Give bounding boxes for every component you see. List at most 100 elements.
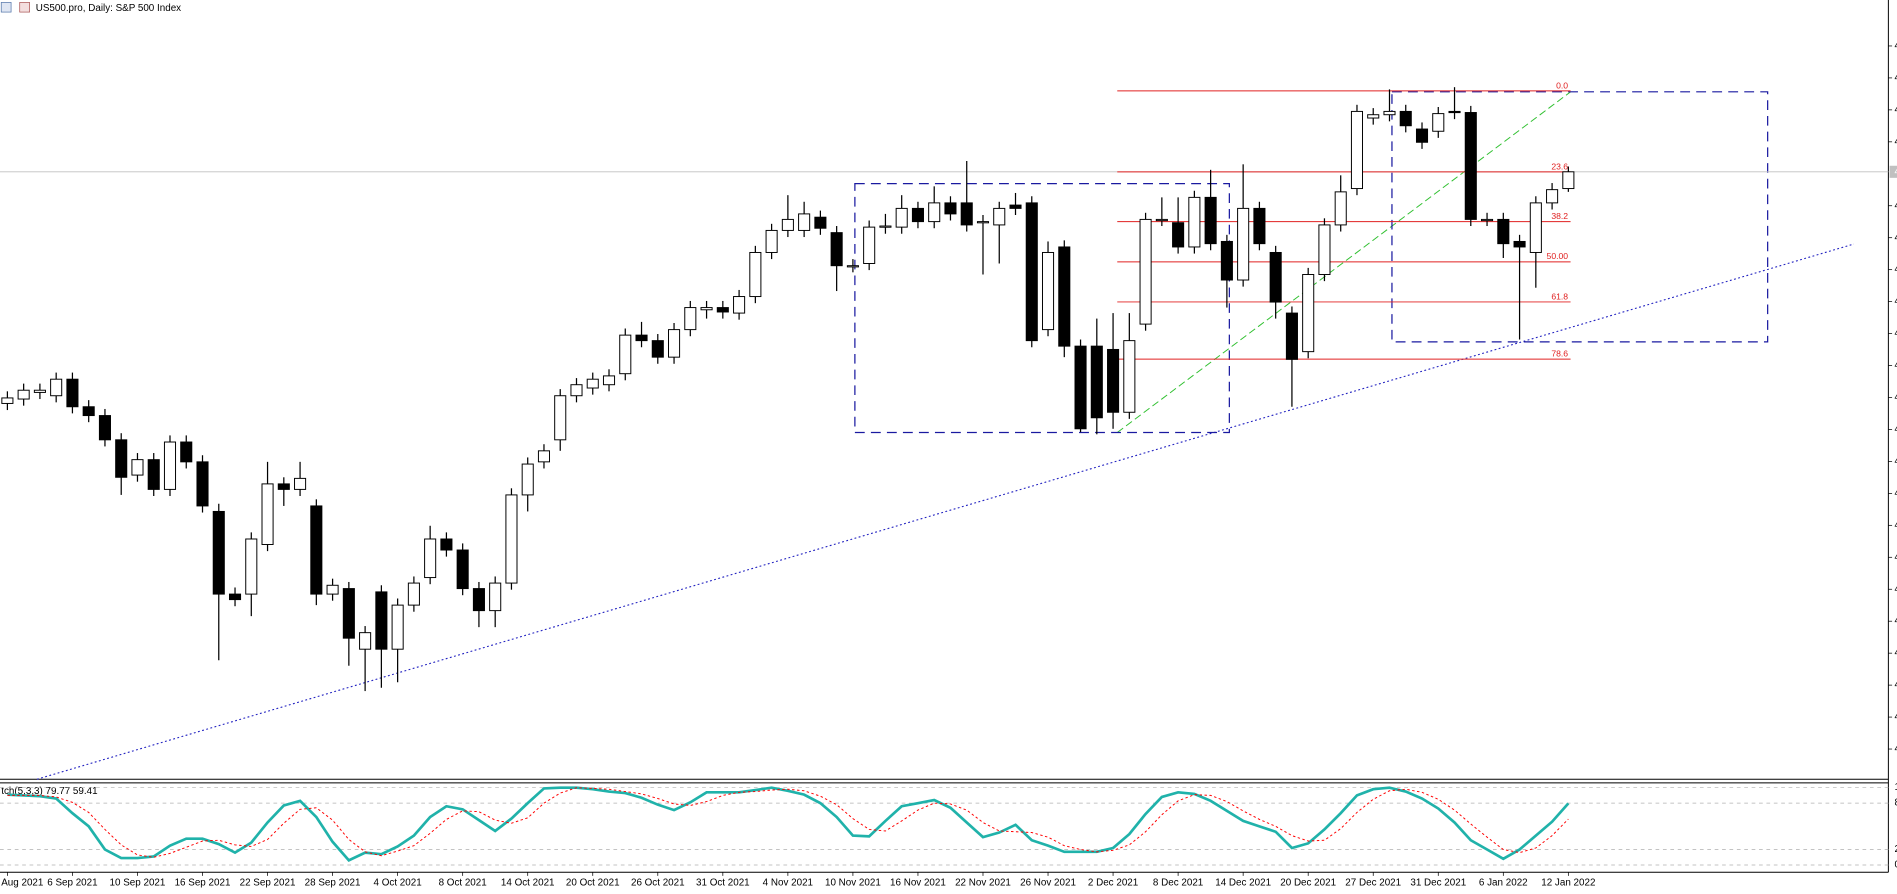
x-tick-label: 2 Dec 2021 [1088,878,1138,889]
candle-body [391,604,404,650]
candle-body [911,207,924,223]
candle-body [1155,218,1168,222]
candle-body [489,582,502,612]
candle-body [277,483,290,490]
x-tick-label: Aug 2021 [1,878,43,889]
y-tick-label: 4441.4 [1895,488,1897,499]
candle-body [98,415,111,441]
candle-body [1383,110,1396,116]
y-tick-label: 100.00 [1895,782,1897,793]
candle-body [1546,189,1559,204]
candle-body [863,226,876,264]
candle-body [424,538,437,579]
candle-body [798,213,811,231]
y-tick-label: 4818.4 [1895,73,1897,84]
candle-body [196,461,209,507]
last-price-box [1889,165,1897,178]
candle-body [1481,218,1494,222]
candle-body [131,459,144,476]
candle-body [1432,113,1445,132]
candle-body [1448,110,1461,114]
x-tick-label: 16 Sep 2021 [175,878,231,889]
fibo-trend [1116,91,1571,433]
candle-body [765,229,778,253]
x-tick-label: 8 Dec 2021 [1153,878,1203,889]
candle-body [960,202,973,226]
candle-body [1107,348,1120,413]
candle-body [1074,345,1087,430]
candle-body [1172,222,1185,248]
candle-body [1302,274,1315,353]
x-tick-label: 10 Sep 2021 [110,878,166,889]
candle-body [1497,218,1510,245]
candle-body [976,221,990,224]
candle-body [163,441,177,490]
y-tick-label: 4499.4 [1895,424,1897,435]
candle-body [115,439,128,478]
y-tick-label: 4383.4 [1895,552,1897,563]
candle-body [554,395,567,441]
candle-body [619,334,632,375]
icon [19,2,30,13]
x-tick-label: 27 Dec 2021 [1345,878,1401,889]
candle-body [814,216,827,229]
fibo-label: 61.8 [1551,291,1568,301]
candle-body [1025,202,1038,342]
y-tick-label: 4615.4 [1895,296,1897,307]
candle-body [879,225,892,228]
y-tick-label: 4325.4 [1895,616,1897,627]
candle-body [50,378,63,397]
candle-body [326,584,339,595]
candle-body [1188,196,1201,248]
candle-body [456,549,469,590]
fibo-label: 38.2 [1551,211,1568,221]
y-tick-label: 4847.4 [1895,41,1897,52]
candle-body [1253,207,1266,245]
candle-body [895,207,908,228]
y-tick-label: 4296.4 [1895,648,1897,659]
candle-body [294,477,307,490]
candle-body [944,202,957,215]
y-tick-label: 80.00 [1895,798,1897,809]
y-tick-label: 4267.4 [1895,680,1897,691]
candle-body [700,307,713,311]
x-tick-label: 26 Oct 2021 [631,878,685,889]
y-tick-label: 4557.4 [1895,360,1897,371]
y-tick-label: 4586.4 [1895,328,1897,339]
candle-body [1123,340,1136,413]
candle-body [570,384,583,397]
candle-body [993,207,1006,226]
rectangle [854,183,1230,434]
candle-body [537,450,551,463]
candle-body [1562,171,1575,190]
x-tick-label: 20 Oct 2021 [566,878,620,889]
candle-body [1058,246,1071,347]
x-tick-label: 6 Sep 2021 [47,878,97,889]
candle-body [1,397,14,404]
y-tick-label: 4238.4 [1895,712,1897,723]
indicator-line [7,786,1570,862]
candle-body [781,218,794,231]
candle-body [1513,240,1526,248]
y-tick-label: 4470.4 [1895,456,1897,467]
candle-body [602,375,616,386]
candle-body [82,406,95,417]
x-tick-label: 16 Nov 2021 [890,878,946,889]
x-tick-label: 6 Jan 2022 [1479,878,1528,889]
fibo-label: 23.6 [1551,161,1568,171]
y-tick-label: 4209.4 [1895,744,1897,755]
candle-body [846,265,859,268]
candle-body [472,588,485,612]
candle-body [1529,202,1542,253]
y-tick-label: 4354.4 [1895,584,1897,595]
candle-body [1334,191,1347,226]
candle-body [1464,112,1477,220]
y-tick-label: 4673.4 [1895,232,1897,243]
candle-body [1399,110,1412,127]
candle-body [310,505,323,595]
candle-body [1269,251,1282,303]
candle-body [407,582,420,606]
y-tick-label: 4760.4 [1895,136,1897,147]
fibo-label: 78.6 [1551,349,1568,359]
